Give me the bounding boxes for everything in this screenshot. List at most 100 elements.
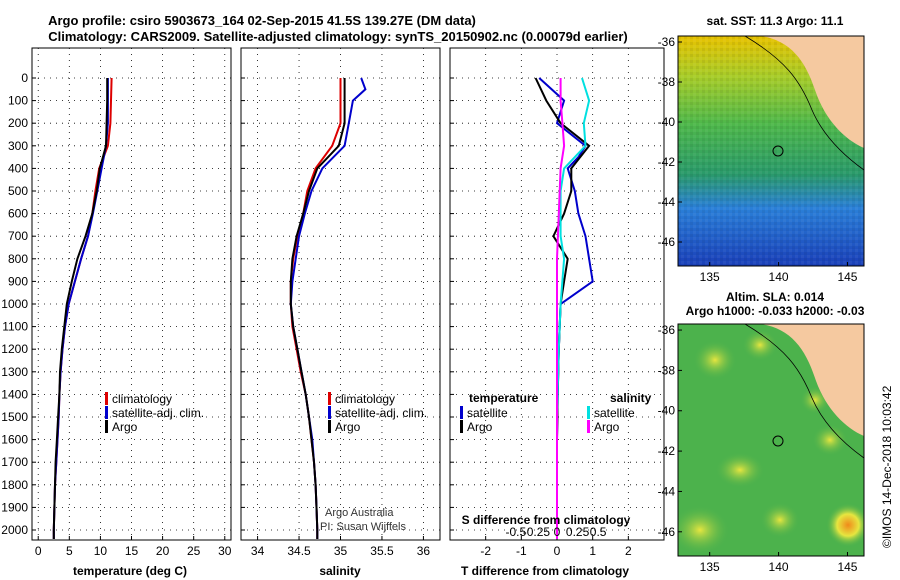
legend-climatology-swatch [328, 392, 331, 405]
depth-tick-label: 300 [8, 139, 28, 153]
depth-tick-label: 500 [8, 184, 28, 198]
x-tick-label: 35 [334, 544, 348, 558]
lat-tick-label: -40 [658, 115, 676, 129]
lat-tick-label: -46 [658, 235, 676, 249]
depth-tick-label: 1400 [1, 387, 28, 401]
depth-tick-label: 1100 [2, 320, 28, 334]
lat-tick-label: -36 [658, 323, 676, 337]
depth-tick-label: 1700 [1, 455, 28, 469]
depth-tick-label: 1600 [1, 433, 28, 447]
s-tick-label: -0.25 [523, 525, 551, 539]
lat-tick-label: -38 [658, 363, 676, 377]
legend-s-argo: Argo [594, 420, 620, 434]
series-line-salinity-satellite [556, 77, 591, 539]
map2-title-a: Altim. SLA: 0.014 [726, 290, 824, 304]
depth-tick-label: 800 [8, 252, 28, 266]
legend-argo: Argo [112, 420, 138, 434]
depth-tick-label: 400 [8, 161, 28, 175]
x-tick-label: 2 [625, 544, 632, 558]
lon-tick-label: 135 [700, 270, 720, 284]
legend-s-satellite-swatch [587, 406, 590, 419]
s-tick-label: 0.25 [566, 525, 590, 539]
argo-location-marker [772, 435, 784, 447]
map1-frame [677, 35, 865, 267]
legend-climatology: climatology [112, 392, 172, 406]
depth-tick-label: 1300 [1, 365, 28, 379]
x-tick-label: 5 [66, 544, 73, 558]
lat-tick-label: -44 [658, 195, 676, 209]
legend-argo: Argo [335, 420, 361, 434]
x-tick-label: 15 [125, 544, 139, 558]
legend-argo-swatch [328, 420, 331, 433]
salinity-legend: climatology satellite-adj. clim. Argo [328, 392, 427, 434]
land-mass [760, 324, 864, 436]
timestamp: ©IMOS 14-Dec-2018 10:03:42 [880, 385, 894, 548]
temperature-legend: climatology satellite-adj. clim. Argo [105, 392, 204, 434]
map2-title-b: Argo h1000: -0.033 h2000: -0.03 [686, 304, 865, 318]
map1-title: sat. SST: 11.3 Argo: 11.1 [707, 14, 844, 28]
series-line-satellite-adj-clim- [289, 77, 367, 539]
x-tick-label: -1 [516, 544, 527, 558]
x-tick-label: 10 [94, 544, 108, 558]
lon-tick-label: 145 [837, 270, 857, 284]
legend-salinity-head: salinity [610, 391, 652, 405]
depth-tick-label: 1800 [1, 478, 28, 492]
x-tick-label: 1 [589, 544, 596, 558]
x-axes: 0 5 10 15 20 25 30 34 34.5 35 35.5 36 -2 -1 0 1 2 [35, 536, 632, 558]
depth-tick-label: 1000 [1, 297, 28, 311]
lat-tick-label: -42 [658, 155, 676, 169]
series-line-argo [52, 78, 109, 539]
title-line-1: Argo profile: csiro 5903673_164 02-Sep-2… [48, 13, 476, 28]
isobath-line [744, 324, 864, 459]
legend-argo-swatch [105, 420, 108, 433]
grid-lines [32, 48, 664, 540]
sla-anomaly [678, 505, 730, 555]
depth-tick-label: 1500 [1, 410, 28, 424]
lat-tick-label: -36 [658, 35, 676, 49]
series-line-satellite-adj-clim- [52, 78, 109, 539]
lon-tick-label: 140 [769, 560, 789, 574]
argo-location-marker [772, 145, 784, 157]
x-tick-label: 25 [187, 544, 201, 558]
credit-line-2: PI: Susan Wijffels [320, 521, 406, 533]
depth-tick-label: 600 [8, 207, 28, 221]
depth-axis: 0 100 200 300 400 500 600 700 800 900 1000 1100 1200… [1, 71, 454, 537]
x-tick-label: -2 [480, 544, 491, 558]
depth-tick-label: 0 [21, 71, 28, 85]
sst-map [678, 36, 864, 266]
legend-s-satellite: satellite [594, 406, 635, 420]
sla-anomaly [760, 502, 800, 538]
s-tick-label: 0 [554, 525, 561, 539]
lat-tick-label: -46 [658, 525, 676, 539]
sla-anomaly [812, 424, 848, 456]
temperature-axis-label: temperature (deg C) [73, 564, 187, 578]
s-tick-label: -0.5 [506, 525, 527, 539]
map2-axes: -36 -38 -40 -42 -44 -46 135 140 145 [658, 323, 858, 574]
sla-anomaly [693, 340, 737, 380]
profile-lines [52, 77, 594, 539]
difference-legend: temperature satellite Argo salinity sate… [460, 391, 652, 434]
lat-tick-label: -42 [658, 444, 676, 458]
legend-satellite: satellite-adj. clim. [112, 406, 204, 420]
series-line-argo [289, 78, 346, 539]
legend-t-satellite: satellite [467, 406, 508, 420]
t-difference-axis-label: T difference from climatology [461, 564, 629, 578]
x-tick-label: 0 [35, 544, 42, 558]
legend-s-argo-swatch [587, 420, 590, 433]
legend-t-argo-swatch [460, 420, 463, 433]
x-tick-label: 20 [156, 544, 170, 558]
s-difference-axis: -0.5-0.25 0 0.25 0.5 [506, 525, 607, 539]
x-tick-label: 30 [218, 544, 232, 558]
depth-tick-label: 100 [8, 94, 28, 108]
legend-satellite-swatch [328, 406, 331, 419]
legend-climatology-swatch [105, 392, 108, 405]
sla-map [678, 324, 864, 556]
legend-satellite-swatch [105, 406, 108, 419]
depth-tick-label: 700 [8, 229, 28, 243]
series-line-climatology [52, 77, 113, 539]
depth-tick-label: 1900 [1, 500, 28, 514]
sla-anomaly [715, 452, 765, 488]
credit-line-1: Argo Australia [325, 507, 394, 519]
lat-tick-label: -40 [658, 404, 676, 418]
